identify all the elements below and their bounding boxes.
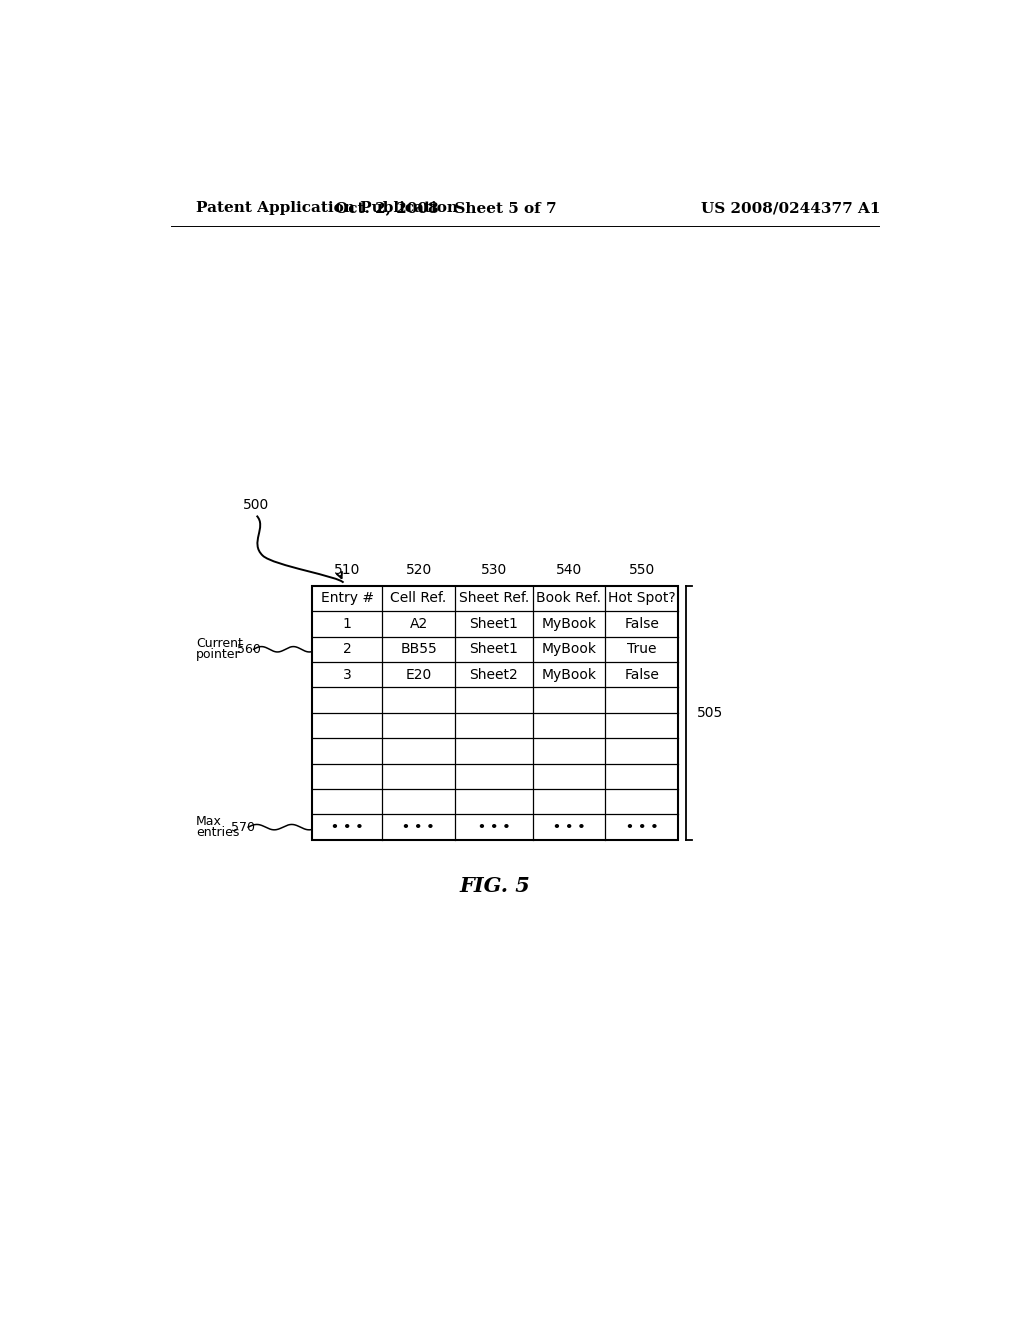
Text: Cell Ref.: Cell Ref. bbox=[390, 591, 446, 606]
Text: E20: E20 bbox=[406, 668, 432, 681]
Text: 530: 530 bbox=[480, 564, 507, 577]
Text: 570: 570 bbox=[231, 821, 255, 834]
Text: 540: 540 bbox=[556, 564, 582, 577]
Text: pointer: pointer bbox=[197, 648, 241, 661]
Text: 500: 500 bbox=[243, 498, 269, 512]
Text: 505: 505 bbox=[697, 706, 723, 719]
Text: • • •: • • • bbox=[553, 821, 585, 834]
Text: A2: A2 bbox=[410, 616, 428, 631]
Text: 2: 2 bbox=[343, 643, 351, 656]
Text: Current: Current bbox=[197, 638, 243, 651]
Text: 510: 510 bbox=[334, 564, 360, 577]
Text: entries: entries bbox=[197, 826, 240, 840]
Text: Sheet1: Sheet1 bbox=[469, 616, 518, 631]
Text: 3: 3 bbox=[343, 668, 351, 681]
Text: MyBook: MyBook bbox=[542, 616, 596, 631]
Text: Entry #: Entry # bbox=[321, 591, 374, 606]
Text: FIG. 5: FIG. 5 bbox=[460, 876, 530, 896]
Text: • • •: • • • bbox=[477, 821, 510, 834]
Text: 520: 520 bbox=[406, 564, 432, 577]
Text: Oct. 2, 2008   Sheet 5 of 7: Oct. 2, 2008 Sheet 5 of 7 bbox=[335, 202, 557, 215]
Text: MyBook: MyBook bbox=[542, 643, 596, 656]
Text: 550: 550 bbox=[629, 564, 655, 577]
Text: Sheet Ref.: Sheet Ref. bbox=[459, 591, 529, 606]
Text: Patent Application Publication: Patent Application Publication bbox=[197, 202, 458, 215]
Bar bbox=[312, 586, 678, 840]
Text: 560: 560 bbox=[237, 643, 260, 656]
Text: MyBook: MyBook bbox=[542, 668, 596, 681]
Text: 1: 1 bbox=[343, 616, 352, 631]
Text: False: False bbox=[625, 616, 659, 631]
Text: False: False bbox=[625, 668, 659, 681]
Text: • • •: • • • bbox=[331, 821, 364, 834]
Text: • • •: • • • bbox=[626, 821, 658, 834]
Text: US 2008/0244377 A1: US 2008/0244377 A1 bbox=[700, 202, 881, 215]
Text: Max: Max bbox=[197, 816, 222, 828]
Text: Book Ref.: Book Ref. bbox=[537, 591, 601, 606]
Text: • • •: • • • bbox=[402, 821, 435, 834]
Text: Sheet2: Sheet2 bbox=[469, 668, 518, 681]
Text: Hot Spot?: Hot Spot? bbox=[608, 591, 676, 606]
Text: Sheet1: Sheet1 bbox=[469, 643, 518, 656]
Text: True: True bbox=[627, 643, 656, 656]
Text: BB55: BB55 bbox=[400, 643, 437, 656]
